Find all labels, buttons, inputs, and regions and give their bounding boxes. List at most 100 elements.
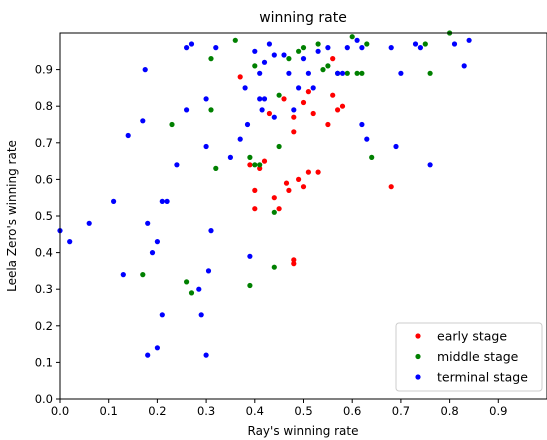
data-point [359,121,365,128]
data-point [188,290,195,296]
data-point [364,136,370,142]
data-point [237,74,243,80]
data-point [184,279,190,285]
data-point [315,48,321,54]
data-point [244,121,251,128]
data-point [344,70,350,76]
data-point [325,45,331,51]
data-point [286,187,292,193]
y-tick-label: 0.1 [35,355,53,369]
data-point [315,41,321,47]
data-point [247,154,253,160]
data-point [335,70,341,76]
y-tick-label: 0.2 [35,319,53,333]
data-point [159,312,165,318]
data-point [261,158,268,164]
data-point [247,253,253,259]
x-tick-label: 0.8 [440,404,458,418]
data-point [335,107,341,113]
data-point [125,132,131,139]
data-point [198,312,204,318]
data-point [339,70,346,76]
data-point [252,162,258,168]
data-point [427,162,433,168]
data-point [283,180,290,186]
data-point [227,154,233,160]
data-point [252,206,258,212]
data-point [461,63,467,69]
data-point [291,261,297,267]
data-point [237,136,243,142]
data-point [344,45,350,51]
y-axis-ticks: 0.0 0.1 0.2 0.3 0.4 0.5 0.6 0.7 0.8 0.9 [35,63,60,406]
y-tick-label: 0.7 [35,136,53,150]
data-point [281,96,287,102]
legend-marker [415,333,421,339]
y-tick-label: 0.8 [35,99,53,113]
data-point [67,239,73,245]
data-point [369,154,375,160]
data-point [412,41,419,47]
legend: early stage middle stage terminal stage [395,322,543,392]
data-point [242,85,248,91]
x-axis-ticks: 0.0 0.1 0.2 0.3 0.4 0.5 0.6 0.7 0.8 0.9 [51,399,507,418]
y-tick-label: 0.4 [35,246,53,260]
data-point [184,107,190,113]
legend-marker [415,374,421,380]
data-point [451,41,458,47]
data-point [188,41,195,47]
data-point [427,70,433,76]
data-point [296,176,302,182]
data-point [291,129,297,135]
data-point [271,209,277,215]
data-point [291,107,297,113]
data-point [145,352,151,358]
data-point [388,184,394,190]
data-point [325,63,331,69]
legend-marker [415,353,421,360]
data-point [276,143,282,150]
data-point [149,250,156,256]
data-point [257,165,263,171]
chart-title: winning rate [259,10,347,26]
data-point [259,107,265,113]
legend-label: middle stage [437,349,519,364]
data-point [86,220,92,226]
data-point [213,45,219,51]
data-point [398,70,404,76]
x-tick-label: 0.1 [100,404,118,418]
legend-box [395,322,543,392]
data-point [266,110,272,117]
data-point [286,56,292,62]
data-point [252,187,258,193]
data-point [111,198,117,204]
data-point [325,121,331,128]
data-point [252,63,258,69]
data-point [203,96,209,102]
data-point [203,143,209,150]
data-point [120,272,126,278]
x-axis-label: Ray's winning rate [248,424,359,438]
y-tick-label: 0.9 [35,63,53,77]
x-tick-label: 0.9 [489,404,507,418]
data-point [393,143,399,150]
data-point [354,70,360,76]
data-point [300,99,307,106]
data-point [257,96,263,102]
data-point [232,37,238,43]
plot-points [57,30,472,358]
data-point [330,56,336,62]
data-point [339,103,346,109]
data-point [359,45,365,51]
data-point [300,56,307,62]
data-point [208,107,214,113]
data-point [271,195,277,201]
data-point [169,121,175,128]
data-point [417,45,423,51]
data-point [349,34,355,40]
data-point [310,110,316,117]
data-point [388,45,394,51]
data-point [203,352,209,358]
data-point [252,48,258,54]
data-point [310,85,316,91]
